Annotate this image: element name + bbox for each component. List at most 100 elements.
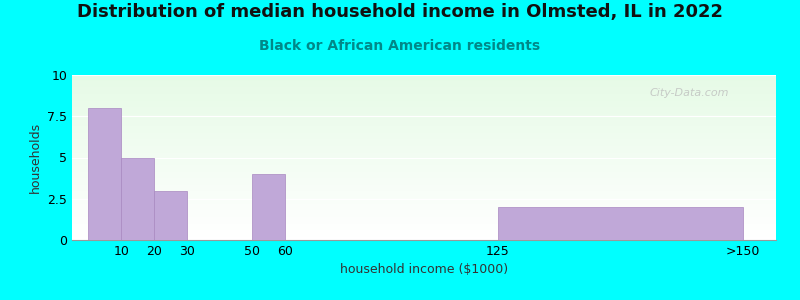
Bar	[72, 160, 776, 161]
Bar	[72, 77, 776, 78]
Bar	[72, 186, 776, 187]
Bar	[72, 185, 776, 186]
Bar	[72, 200, 776, 201]
Bar	[72, 111, 776, 112]
Bar	[72, 122, 776, 123]
Bar	[72, 224, 776, 225]
Bar	[72, 233, 776, 234]
Bar	[72, 87, 776, 88]
Bar	[72, 129, 776, 130]
Bar	[72, 177, 776, 178]
Bar	[72, 234, 776, 235]
Bar	[72, 141, 776, 142]
Bar	[72, 105, 776, 106]
Bar	[72, 123, 776, 124]
Bar	[72, 172, 776, 173]
Bar	[72, 113, 776, 114]
Bar	[72, 213, 776, 214]
Bar	[72, 179, 776, 180]
Bar	[72, 97, 776, 98]
Bar	[72, 120, 776, 121]
Bar	[72, 90, 776, 91]
Bar	[72, 107, 776, 108]
Bar	[72, 144, 776, 145]
Bar	[72, 83, 776, 84]
Bar	[72, 147, 776, 148]
Bar	[72, 126, 776, 127]
Bar	[72, 98, 776, 99]
Bar	[72, 168, 776, 169]
Bar	[72, 222, 776, 223]
Bar	[72, 232, 776, 233]
Bar	[72, 169, 776, 170]
Bar	[72, 116, 776, 117]
Bar	[72, 135, 776, 136]
Bar	[72, 173, 776, 174]
Bar	[72, 131, 776, 132]
Bar	[72, 148, 776, 149]
Bar	[72, 156, 776, 157]
Bar	[72, 154, 776, 155]
Bar	[72, 198, 776, 199]
Bar	[72, 163, 776, 164]
Bar	[72, 159, 776, 160]
Bar	[72, 119, 776, 120]
Bar	[72, 218, 776, 219]
Bar	[72, 193, 776, 194]
Bar	[72, 108, 776, 109]
Bar	[72, 209, 776, 210]
Bar	[72, 215, 776, 216]
Bar	[72, 153, 776, 154]
Bar	[72, 76, 776, 77]
Bar	[72, 118, 776, 119]
Bar	[72, 165, 776, 166]
Bar	[72, 162, 776, 163]
Bar	[72, 104, 776, 105]
Bar	[72, 164, 776, 165]
Bar	[72, 146, 776, 147]
Bar	[72, 207, 776, 208]
Bar	[72, 223, 776, 224]
Bar	[72, 237, 776, 238]
Bar	[72, 231, 776, 232]
Bar	[72, 236, 776, 237]
Bar	[72, 229, 776, 230]
Bar	[72, 106, 776, 107]
Bar	[72, 150, 776, 151]
Bar	[121, 158, 154, 240]
Bar	[72, 216, 776, 217]
Bar	[72, 197, 776, 198]
Bar	[72, 220, 776, 221]
Bar	[72, 136, 776, 137]
Bar	[72, 212, 776, 213]
Bar	[72, 211, 776, 212]
Bar	[72, 157, 776, 158]
Bar	[72, 99, 776, 100]
Text: City-Data.com: City-Data.com	[650, 88, 729, 98]
Bar	[72, 176, 776, 177]
Bar	[72, 171, 776, 172]
Bar	[72, 132, 776, 133]
Bar	[72, 189, 776, 190]
Bar	[72, 137, 776, 138]
Bar	[72, 130, 776, 131]
Bar	[72, 227, 776, 228]
Bar	[72, 183, 776, 184]
Bar	[72, 230, 776, 231]
Bar	[72, 161, 776, 162]
Bar	[72, 225, 776, 226]
Bar	[72, 81, 776, 82]
Bar	[72, 117, 776, 118]
Bar	[72, 114, 776, 115]
Bar	[72, 92, 776, 93]
Bar	[72, 124, 776, 125]
Bar	[72, 145, 776, 146]
Bar	[72, 188, 776, 189]
Bar	[72, 167, 776, 168]
Bar	[72, 174, 776, 175]
Bar	[72, 100, 776, 101]
Bar	[72, 178, 776, 179]
Bar	[72, 101, 776, 102]
Bar	[72, 206, 776, 207]
Bar	[72, 151, 776, 152]
